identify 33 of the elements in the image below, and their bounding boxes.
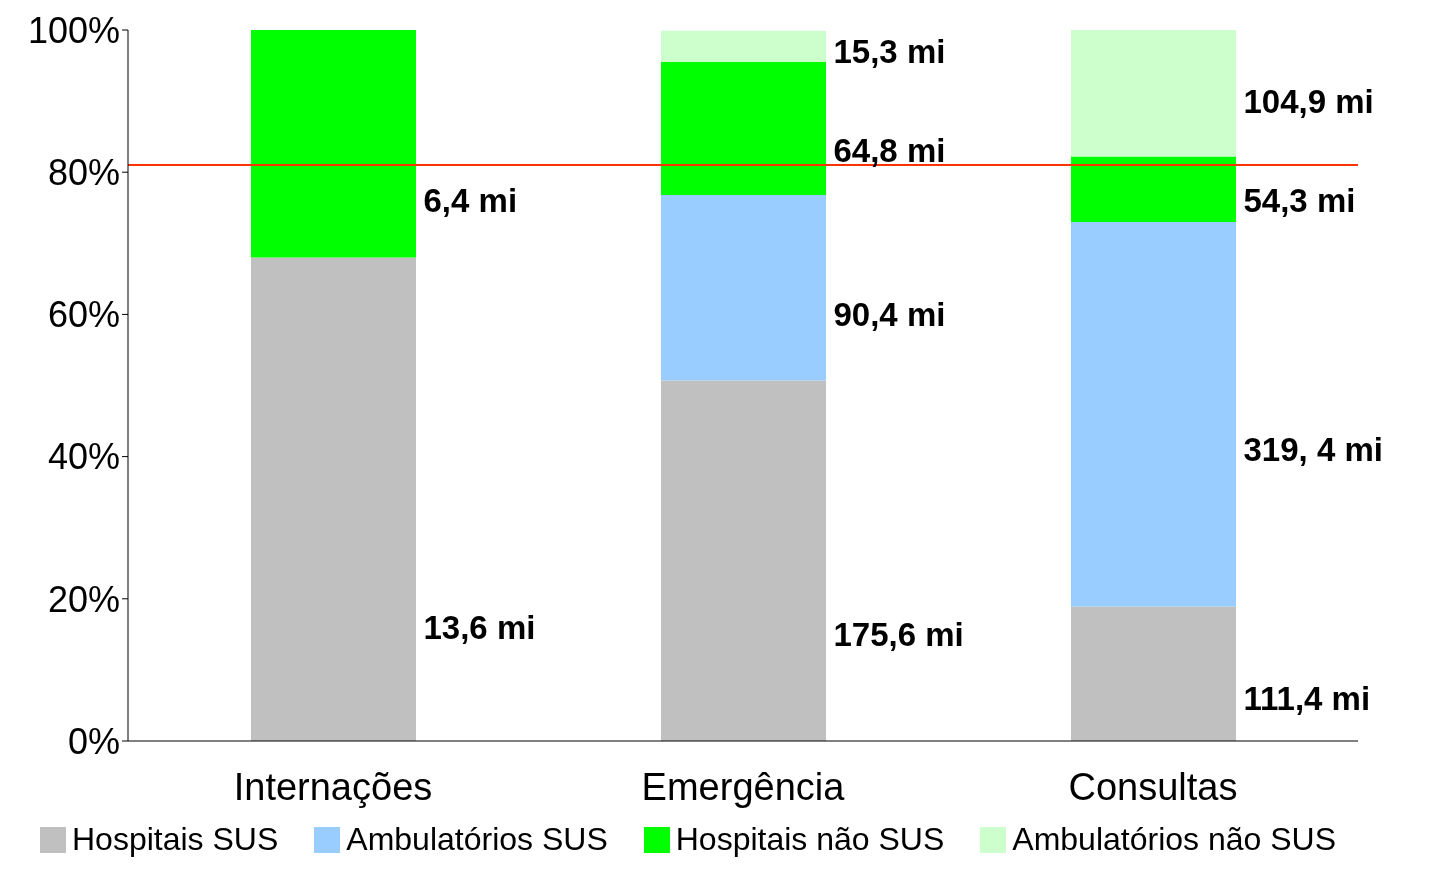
x-tick-label: Internações: [233, 765, 433, 808]
bar: [1071, 156, 1236, 222]
annotation: 175,6 mi: [833, 615, 964, 653]
annotation: 104,9 mi: [1243, 82, 1374, 120]
annotation: 319, 4 mi: [1243, 430, 1383, 468]
bar: [661, 194, 826, 381]
annotation: 15,3 mi: [833, 32, 946, 70]
legend-label: Ambulatórios não SUS: [1012, 821, 1337, 858]
y-tick-label: 60%: [47, 294, 120, 336]
legend-label: Hospitais não SUS: [675, 821, 945, 858]
legend-label: Ambulatórios SUS: [346, 821, 608, 858]
y-tick-label: 40%: [47, 436, 120, 478]
annotation: 64,8 mi: [833, 132, 946, 170]
y-tick-label: 0%: [67, 720, 120, 762]
bar: [251, 30, 416, 258]
bar: [1071, 30, 1236, 157]
y-tick-label: 20%: [47, 578, 120, 620]
bar: [251, 257, 416, 741]
x-tick-label: Emergência: [641, 765, 846, 808]
annotation: 13,6 mi: [423, 608, 536, 646]
bar: [1071, 606, 1236, 741]
annotation: 6,4 mi: [423, 182, 518, 220]
bar: [661, 62, 826, 195]
annotation: 90,4 mi: [833, 295, 946, 333]
y-tick-label: 80%: [47, 151, 120, 193]
bar: [661, 380, 826, 741]
bar: [1071, 221, 1236, 607]
bar: [661, 30, 826, 62]
annotation: 54,3 mi: [1243, 182, 1356, 220]
y-tick-label: 100%: [27, 9, 120, 51]
legend-label: Hospitais SUS: [71, 821, 279, 858]
x-tick-label: Consultas: [1068, 765, 1238, 808]
annotation: 111,4 mi: [1243, 679, 1371, 717]
